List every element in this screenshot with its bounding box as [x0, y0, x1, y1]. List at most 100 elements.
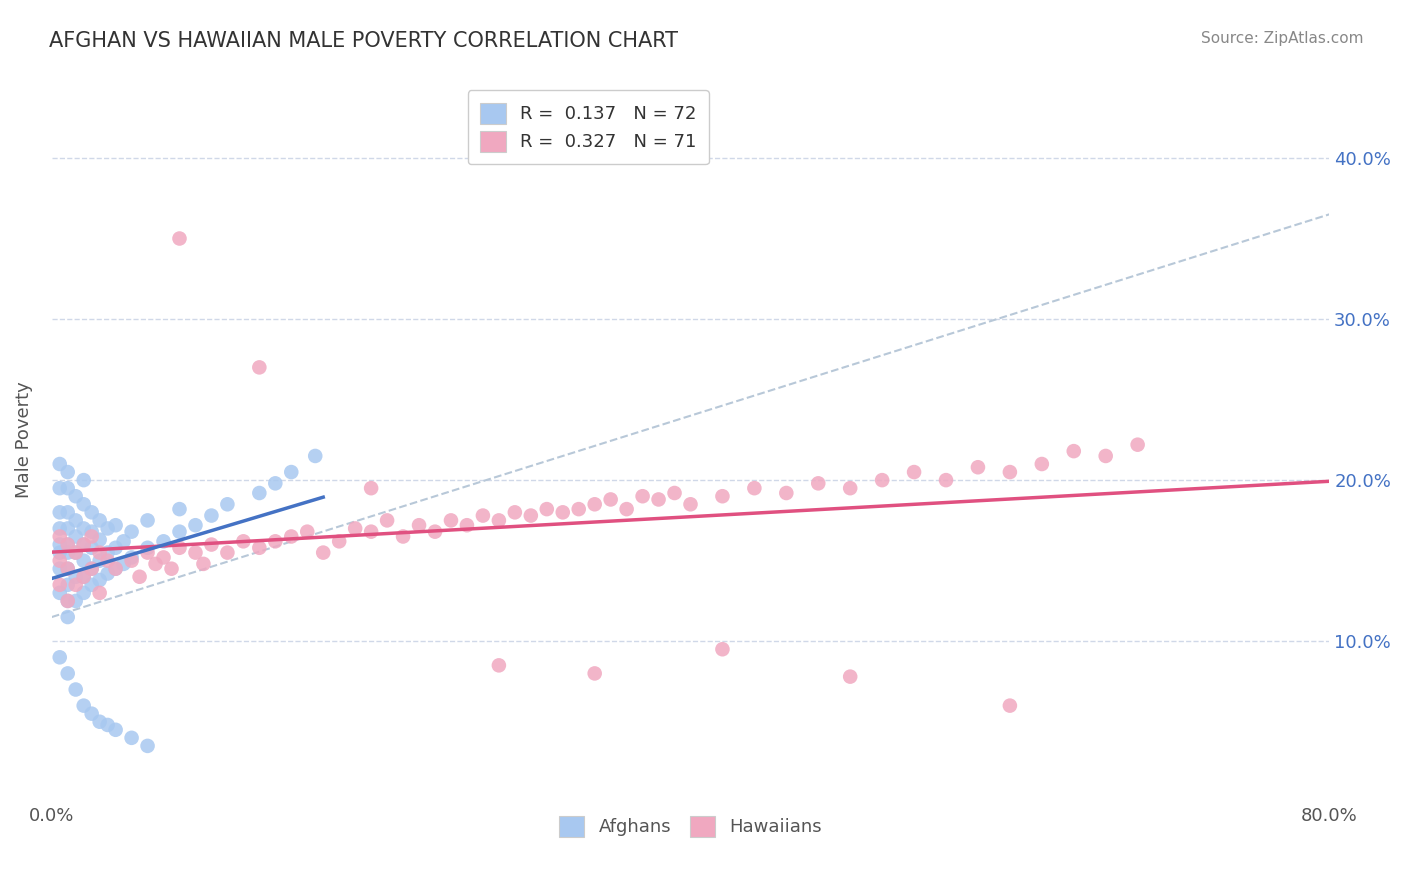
Point — [65, 546, 87, 560]
Point — [264, 476, 287, 491]
Point — [56, 521, 79, 535]
Point — [711, 642, 734, 657]
Point — [104, 541, 127, 555]
Point — [1094, 449, 1116, 463]
Point — [80, 524, 103, 539]
Point — [121, 554, 143, 568]
Point — [56, 546, 79, 560]
Point — [217, 497, 239, 511]
Point — [136, 739, 159, 753]
Point — [80, 562, 103, 576]
Point — [56, 465, 79, 479]
Point — [360, 481, 382, 495]
Point — [247, 360, 270, 375]
Point — [73, 497, 96, 511]
Point — [56, 594, 79, 608]
Point — [375, 513, 398, 527]
Point — [184, 518, 207, 533]
Point — [1126, 438, 1149, 452]
Point — [97, 546, 120, 560]
Point — [89, 586, 111, 600]
Point — [80, 578, 103, 592]
Point — [121, 550, 143, 565]
Point — [136, 513, 159, 527]
Point — [104, 723, 127, 737]
Point — [967, 460, 990, 475]
Point — [839, 670, 862, 684]
Point — [870, 473, 893, 487]
Point — [169, 541, 191, 555]
Point — [599, 492, 621, 507]
Point — [73, 570, 96, 584]
Point — [1063, 444, 1085, 458]
Point — [48, 457, 70, 471]
Point — [56, 505, 79, 519]
Point — [583, 666, 606, 681]
Point — [80, 505, 103, 519]
Point — [488, 513, 510, 527]
Point — [48, 546, 70, 560]
Point — [56, 610, 79, 624]
Point — [456, 518, 478, 533]
Text: AFGHAN VS HAWAIIAN MALE POVERTY CORRELATION CHART: AFGHAN VS HAWAIIAN MALE POVERTY CORRELAT… — [49, 31, 678, 51]
Point — [998, 698, 1021, 713]
Point — [56, 578, 79, 592]
Point — [80, 541, 103, 555]
Point — [104, 518, 127, 533]
Point — [89, 714, 111, 729]
Point — [73, 473, 96, 487]
Point — [65, 513, 87, 527]
Point — [312, 546, 335, 560]
Point — [583, 497, 606, 511]
Point — [775, 486, 797, 500]
Point — [104, 562, 127, 576]
Point — [56, 537, 79, 551]
Point — [664, 486, 686, 500]
Point — [73, 698, 96, 713]
Point — [56, 481, 79, 495]
Point — [488, 658, 510, 673]
Point — [112, 557, 135, 571]
Point — [184, 546, 207, 560]
Point — [360, 524, 382, 539]
Point — [121, 524, 143, 539]
Point — [48, 521, 70, 535]
Point — [104, 562, 127, 576]
Point — [247, 486, 270, 500]
Point — [711, 489, 734, 503]
Point — [520, 508, 543, 523]
Point — [73, 586, 96, 600]
Point — [136, 541, 159, 555]
Point — [152, 550, 174, 565]
Point — [48, 562, 70, 576]
Point — [48, 554, 70, 568]
Point — [56, 562, 79, 576]
Point — [97, 718, 120, 732]
Point — [807, 476, 830, 491]
Point — [280, 465, 302, 479]
Point — [647, 492, 669, 507]
Point — [97, 554, 120, 568]
Point — [112, 534, 135, 549]
Point — [935, 473, 957, 487]
Point — [73, 521, 96, 535]
Point — [128, 570, 150, 584]
Point — [136, 546, 159, 560]
Point — [73, 537, 96, 551]
Point — [297, 524, 319, 539]
Point — [217, 546, 239, 560]
Point — [65, 594, 87, 608]
Point — [200, 537, 222, 551]
Point — [232, 534, 254, 549]
Point — [551, 505, 574, 519]
Point — [160, 562, 183, 576]
Point — [73, 554, 96, 568]
Point — [73, 570, 96, 584]
Point — [344, 521, 367, 535]
Point — [56, 562, 79, 576]
Point — [48, 529, 70, 543]
Point — [89, 573, 111, 587]
Point — [280, 529, 302, 543]
Point — [200, 508, 222, 523]
Point — [392, 529, 415, 543]
